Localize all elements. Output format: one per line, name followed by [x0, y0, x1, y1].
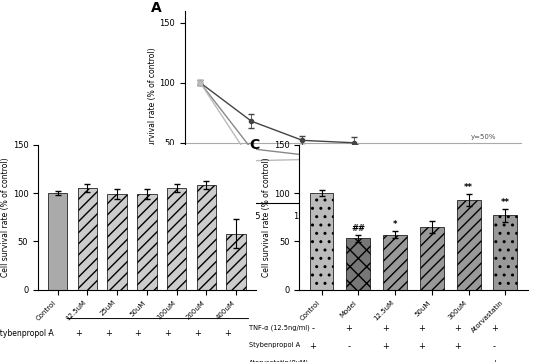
Text: B: B: [0, 138, 1, 152]
Text: -: -: [456, 359, 459, 362]
Text: +: +: [382, 324, 389, 333]
Text: A: A: [151, 1, 162, 15]
Bar: [78, 188, 97, 290]
Text: *: *: [393, 220, 397, 229]
Bar: [456, 200, 480, 290]
Text: +: +: [382, 342, 389, 351]
Text: -: -: [384, 359, 387, 362]
Text: +: +: [454, 342, 461, 351]
Bar: [48, 193, 67, 290]
Bar: [167, 188, 186, 290]
Bar: [108, 194, 127, 290]
Y-axis label: Cell survival rate (% of control): Cell survival rate (% of control): [1, 157, 10, 277]
Text: +: +: [491, 324, 498, 333]
Bar: [420, 227, 444, 290]
Bar: [310, 193, 333, 290]
Text: -: -: [311, 359, 314, 362]
Bar: [493, 215, 517, 290]
Text: +: +: [164, 329, 171, 338]
Text: Atorvastatin(8μM): Atorvastatin(8μM): [249, 359, 309, 362]
Text: -: -: [47, 329, 50, 338]
Bar: [383, 235, 407, 290]
Text: +: +: [194, 329, 201, 338]
Text: +: +: [224, 329, 231, 338]
Text: TNF-α (12.5ng/ml): TNF-α (12.5ng/ml): [249, 324, 310, 331]
Text: Stybenpropol A: Stybenpropol A: [0, 329, 53, 338]
Text: +: +: [75, 329, 82, 338]
Bar: [137, 194, 157, 290]
Y-axis label: Cell survival rate (% of control): Cell survival rate (% of control): [262, 157, 271, 277]
Text: -: -: [348, 342, 350, 351]
Text: +: +: [105, 329, 112, 338]
Text: +: +: [491, 359, 498, 362]
Text: -: -: [493, 342, 496, 351]
Text: **: **: [464, 183, 473, 192]
Text: -: -: [420, 359, 423, 362]
Text: +: +: [418, 342, 425, 351]
Text: +: +: [418, 324, 425, 333]
Text: +: +: [345, 324, 353, 333]
Text: -: -: [348, 359, 350, 362]
Text: +: +: [454, 324, 461, 333]
Bar: [347, 239, 370, 290]
Bar: [226, 233, 246, 290]
Text: +: +: [310, 342, 316, 351]
Text: ##: ##: [351, 224, 365, 233]
Text: **: **: [501, 198, 510, 207]
Text: C: C: [249, 138, 259, 152]
Y-axis label: Cell survival rate (% of control): Cell survival rate (% of control): [148, 47, 157, 167]
Bar: [197, 185, 216, 290]
Text: +: +: [134, 329, 141, 338]
X-axis label: TNF-α (μg/mL): TNF-α (μg/mL): [322, 224, 386, 233]
Text: y=50%: y=50%: [471, 134, 497, 140]
Text: -: -: [311, 324, 314, 333]
Text: Stybenpropol A: Stybenpropol A: [249, 342, 300, 348]
